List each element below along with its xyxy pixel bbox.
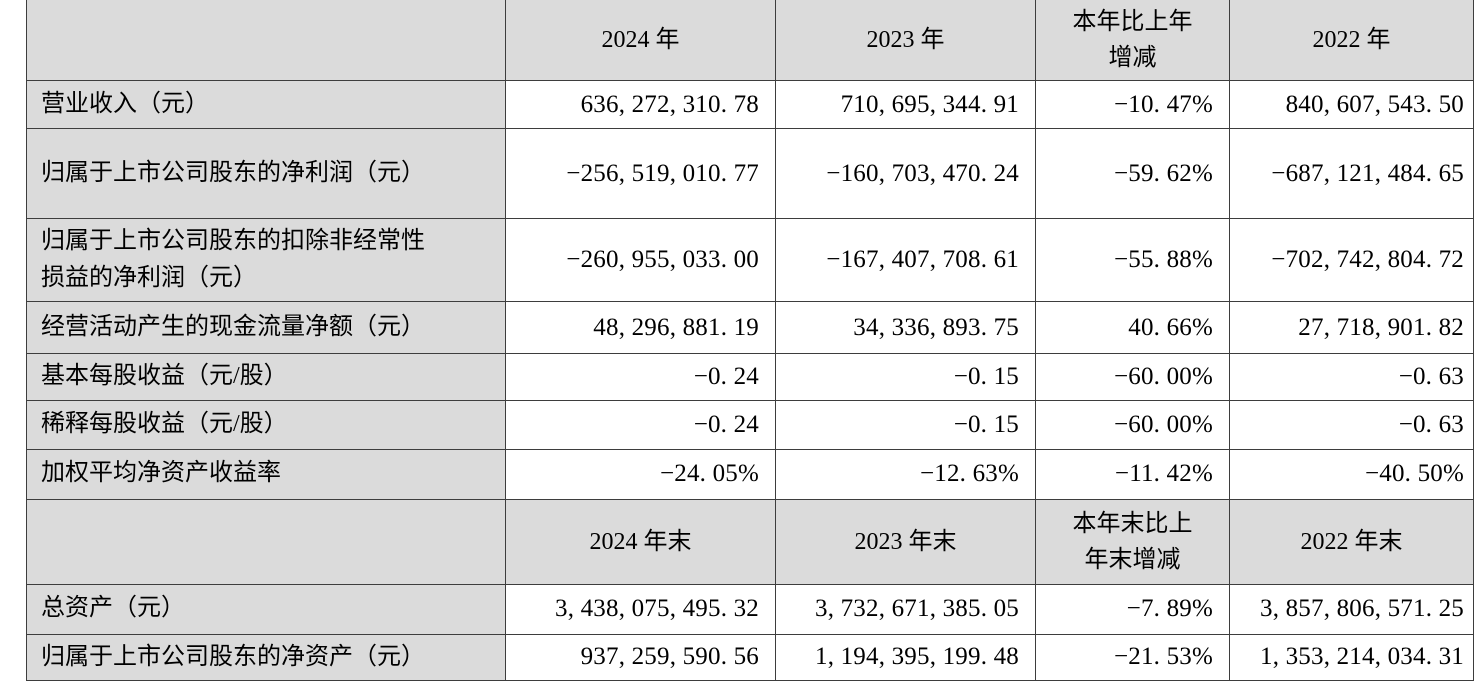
table-row-operating-cash-flow: 经营活动产生的现金流量净额（元） 48, 296, 881. 19 34, 33… <box>26 301 1474 355</box>
value-cell: 34, 336, 893. 75 <box>775 301 1036 355</box>
value-cell: 3, 732, 671, 385. 05 <box>775 583 1036 635</box>
value-cell: −24. 05% <box>505 448 776 500</box>
value-cell: −702, 742, 804. 72 <box>1229 217 1474 303</box>
column-header-yoy-change: 本年比上年 增减 <box>1035 0 1230 81</box>
value-cell: −160, 703, 470. 24 <box>775 128 1036 219</box>
value-cell: 636, 272, 310. 78 <box>505 80 776 129</box>
value-cell: −60. 00% <box>1035 353 1230 401</box>
column-header-2022: 2022 年 <box>1229 0 1474 81</box>
value-cell: 48, 296, 881. 19 <box>505 301 776 355</box>
table-row-net-assets: 归属于上市公司股东的净资产（元） 937, 259, 590. 56 1, 19… <box>26 633 1474 681</box>
table-header-row-annual: 2024 年 2023 年 本年比上年 增减 2022 年 <box>26 0 1474 81</box>
row-label: 归属于上市公司股东的净资产（元） <box>26 633 506 681</box>
value-cell: −10. 47% <box>1035 80 1230 129</box>
column-header-2024: 2024 年 <box>505 0 776 81</box>
table-row-total-assets: 总资产（元） 3, 438, 075, 495. 32 3, 732, 671,… <box>26 583 1474 635</box>
value-cell: −0. 15 <box>775 353 1036 401</box>
row-label: 归属于上市公司股东的扣除非经常性 损益的净利润（元） <box>26 217 506 303</box>
row-label: 归属于上市公司股东的净利润（元） <box>26 128 506 219</box>
row-label: 经营活动产生的现金流量净额（元） <box>26 301 506 355</box>
column-header-2024-end: 2024 年末 <box>505 498 776 585</box>
value-cell: −167, 407, 708. 61 <box>775 217 1036 303</box>
value-cell: 840, 607, 543. 50 <box>1229 80 1474 129</box>
value-cell: −0. 24 <box>505 353 776 401</box>
value-cell: −0. 63 <box>1229 353 1474 401</box>
row-label: 基本每股收益（元/股） <box>26 353 506 401</box>
row-label: 稀释每股收益（元/股） <box>26 399 506 450</box>
value-cell: 40. 66% <box>1035 301 1230 355</box>
table-row-diluted-eps: 稀释每股收益（元/股） −0. 24 −0. 15 −60. 00% −0. 6… <box>26 399 1474 450</box>
value-cell: −256, 519, 010. 77 <box>505 128 776 219</box>
value-cell: 3, 857, 806, 571. 25 <box>1229 583 1474 635</box>
table-row-net-profit-excl-nonrecurring: 归属于上市公司股东的扣除非经常性 损益的净利润（元） −260, 955, 03… <box>26 217 1474 303</box>
value-cell: −55. 88% <box>1035 217 1230 303</box>
column-header-2023: 2023 年 <box>775 0 1036 81</box>
value-cell: −40. 50% <box>1229 448 1474 500</box>
value-cell: 3, 438, 075, 495. 32 <box>505 583 776 635</box>
row-label: 营业收入（元） <box>26 80 506 129</box>
financial-summary-table: 2024 年 2023 年 本年比上年 增减 2022 年 营业收入（元） 63… <box>26 0 1474 681</box>
column-header-year-end-change: 本年末比上 年末增减 <box>1035 498 1230 585</box>
value-cell: 1, 194, 395, 199. 48 <box>775 633 1036 681</box>
value-cell: −0. 15 <box>775 399 1036 450</box>
value-cell: −59. 62% <box>1035 128 1230 219</box>
value-cell: −260, 955, 033. 00 <box>505 217 776 303</box>
value-cell: 937, 259, 590. 56 <box>505 633 776 681</box>
value-cell: −7. 89% <box>1035 583 1230 635</box>
table-row-net-profit: 归属于上市公司股东的净利润（元） −256, 519, 010. 77 −160… <box>26 128 1474 219</box>
row-label: 总资产（元） <box>26 583 506 635</box>
column-header-2023-end: 2023 年末 <box>775 498 1036 585</box>
table-row-weighted-avg-roe: 加权平均净资产收益率 −24. 05% −12. 63% −11. 42% −4… <box>26 448 1474 500</box>
value-cell: 27, 718, 901. 82 <box>1229 301 1474 355</box>
value-cell: −12. 63% <box>775 448 1036 500</box>
value-cell: −11. 42% <box>1035 448 1230 500</box>
value-cell: 710, 695, 344. 91 <box>775 80 1036 129</box>
table-row-basic-eps: 基本每股收益（元/股） −0. 24 −0. 15 −60. 00% −0. 6… <box>26 353 1474 401</box>
table-row-operating-revenue: 营业收入（元） 636, 272, 310. 78 710, 695, 344.… <box>26 80 1474 129</box>
value-cell: −687, 121, 484. 65 <box>1229 128 1474 219</box>
value-cell: 1, 353, 214, 034. 31 <box>1229 633 1474 681</box>
table-header-row-year-end: 2024 年末 2023 年末 本年末比上 年末增减 2022 年末 <box>26 498 1474 585</box>
value-cell: −0. 24 <box>505 399 776 450</box>
header-empty-cell <box>26 498 506 585</box>
header-empty-cell <box>26 0 506 81</box>
row-label: 加权平均净资产收益率 <box>26 448 506 500</box>
value-cell: −60. 00% <box>1035 399 1230 450</box>
column-header-2022-end: 2022 年末 <box>1229 498 1474 585</box>
value-cell: −0. 63 <box>1229 399 1474 450</box>
value-cell: −21. 53% <box>1035 633 1230 681</box>
